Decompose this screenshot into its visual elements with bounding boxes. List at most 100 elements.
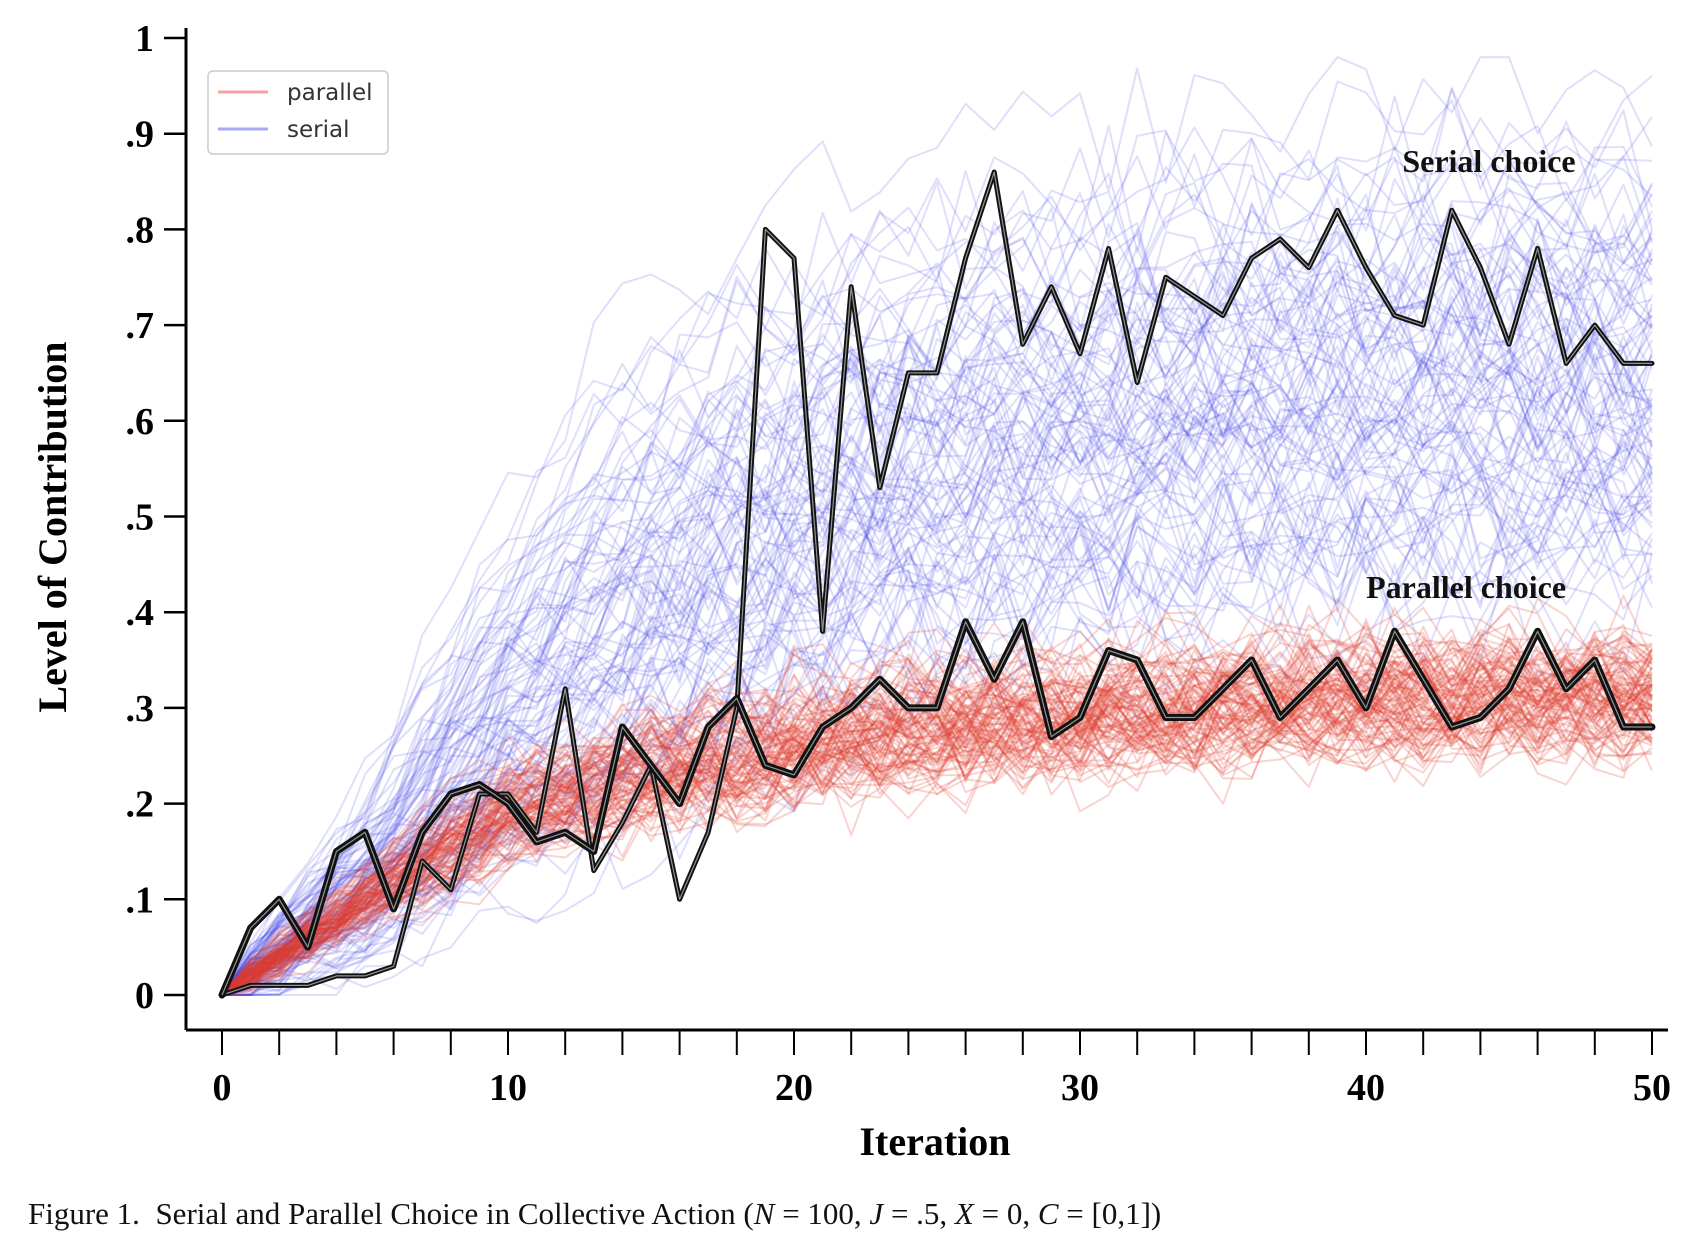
serial-run xyxy=(221,237,1653,996)
parallel-run xyxy=(221,623,1653,996)
caption-c-symbol: C xyxy=(1037,1196,1059,1231)
serial-run xyxy=(221,200,1653,996)
x-axis-label: Iteration xyxy=(859,1119,1010,1164)
parallel-run xyxy=(221,715,1653,996)
serial-run xyxy=(221,395,1653,996)
serial-run xyxy=(221,319,1653,996)
x-tick-label: 10 xyxy=(489,1067,527,1109)
parallel-run xyxy=(221,689,1653,996)
serial-run xyxy=(221,74,1653,996)
y-tick-label: .1 xyxy=(126,879,155,921)
serial-run xyxy=(221,172,1653,996)
parallel-run xyxy=(221,643,1653,996)
serial-run xyxy=(221,213,1653,996)
parallel-run xyxy=(221,665,1653,996)
parallel-run xyxy=(221,642,1653,996)
caption-prefix: Figure 1. xyxy=(28,1196,140,1231)
serial-run xyxy=(222,553,1653,996)
parallel-run xyxy=(221,694,1653,996)
serial-run xyxy=(222,485,1653,996)
parallel-run xyxy=(221,697,1653,996)
serial-run xyxy=(221,248,1653,996)
serial-run xyxy=(221,275,1653,996)
parallel-run xyxy=(221,702,1653,996)
serial-run xyxy=(221,304,1653,996)
parallel-run xyxy=(221,671,1653,996)
serial-run xyxy=(221,56,1653,996)
serial-run xyxy=(221,404,1653,996)
serial-run xyxy=(221,363,1653,996)
parallel-run xyxy=(221,690,1653,996)
serial-run xyxy=(221,262,1653,996)
parallel-run xyxy=(221,625,1653,996)
serial-run xyxy=(221,184,1653,996)
parallel-run xyxy=(221,631,1653,996)
serial-run xyxy=(221,449,1653,996)
serial-run xyxy=(221,285,1653,996)
parallel-run xyxy=(221,628,1653,996)
serial-run xyxy=(222,433,1653,996)
parallel-run xyxy=(221,689,1653,996)
parallel-run xyxy=(221,677,1653,996)
x-tick-label: 30 xyxy=(1061,1067,1099,1109)
parallel-run xyxy=(221,631,1653,996)
parallel-run xyxy=(221,639,1653,996)
serial-run xyxy=(221,304,1653,996)
x-tick-label: 20 xyxy=(775,1067,813,1109)
serial-run xyxy=(221,299,1653,996)
serial-run xyxy=(221,287,1653,996)
serial-run xyxy=(221,412,1653,996)
serial-run xyxy=(221,243,1653,996)
serial-run xyxy=(221,469,1653,996)
serial-run xyxy=(222,515,1653,996)
serial-run xyxy=(221,451,1653,996)
serial-run xyxy=(221,234,1653,996)
parallel-run xyxy=(221,649,1653,996)
line-chart: 0 10 20 30 40 50 0 .1 .2 .3 .4 .5 .6 .7 .8 .9 1 Iteration… xyxy=(30,18,1671,1164)
serial-run xyxy=(221,492,1653,996)
serial-run xyxy=(221,413,1653,996)
series-line-core xyxy=(221,621,1652,996)
parallel-run xyxy=(221,594,1653,996)
serial-run xyxy=(221,295,1653,996)
serial-run xyxy=(221,385,1653,996)
serial-run xyxy=(221,348,1653,996)
caption-n-value: = 100, xyxy=(774,1196,870,1231)
parallel-run xyxy=(221,642,1653,996)
serial-run xyxy=(221,363,1653,996)
y-tick-label: .9 xyxy=(126,114,155,156)
serial-run xyxy=(221,213,1653,996)
y-axis-label: Level of Contribution xyxy=(30,341,75,712)
parallel-run xyxy=(221,635,1653,996)
x-tick-label: 40 xyxy=(1347,1067,1385,1109)
y-tick-label: .7 xyxy=(126,305,155,347)
parallel-run xyxy=(221,659,1653,996)
serial-run xyxy=(221,217,1653,996)
serial-run xyxy=(221,362,1653,996)
serial-run xyxy=(221,331,1653,996)
parallel-run xyxy=(221,639,1653,996)
parallel-run xyxy=(221,652,1653,996)
y-tick-label: .5 xyxy=(126,497,155,539)
x-tick-label: 50 xyxy=(1633,1067,1671,1109)
caption-c-value: = [0,1]) xyxy=(1058,1196,1162,1231)
serial-run xyxy=(221,412,1653,996)
highlight-series xyxy=(218,169,1656,999)
parallel-run xyxy=(221,694,1653,996)
serial-run xyxy=(221,331,1653,996)
parallel-run xyxy=(221,650,1653,996)
serial-run xyxy=(222,484,1653,996)
annotation-serial-choice: Serial choice xyxy=(1402,143,1575,179)
parallel-run xyxy=(221,640,1653,996)
serial-run xyxy=(221,339,1653,996)
y-tick-label: .8 xyxy=(126,209,155,251)
serial-run xyxy=(221,322,1653,996)
parallel-run xyxy=(221,685,1653,996)
serial-run xyxy=(221,361,1653,996)
caption-text: Serial and Parallel Choice in Collective… xyxy=(155,1196,754,1231)
y-tick-label: .6 xyxy=(126,401,155,443)
caption-j-symbol: J xyxy=(869,1196,884,1231)
y-tick-label: .4 xyxy=(126,592,155,634)
serial-run xyxy=(221,241,1653,996)
serial-run xyxy=(221,341,1653,996)
